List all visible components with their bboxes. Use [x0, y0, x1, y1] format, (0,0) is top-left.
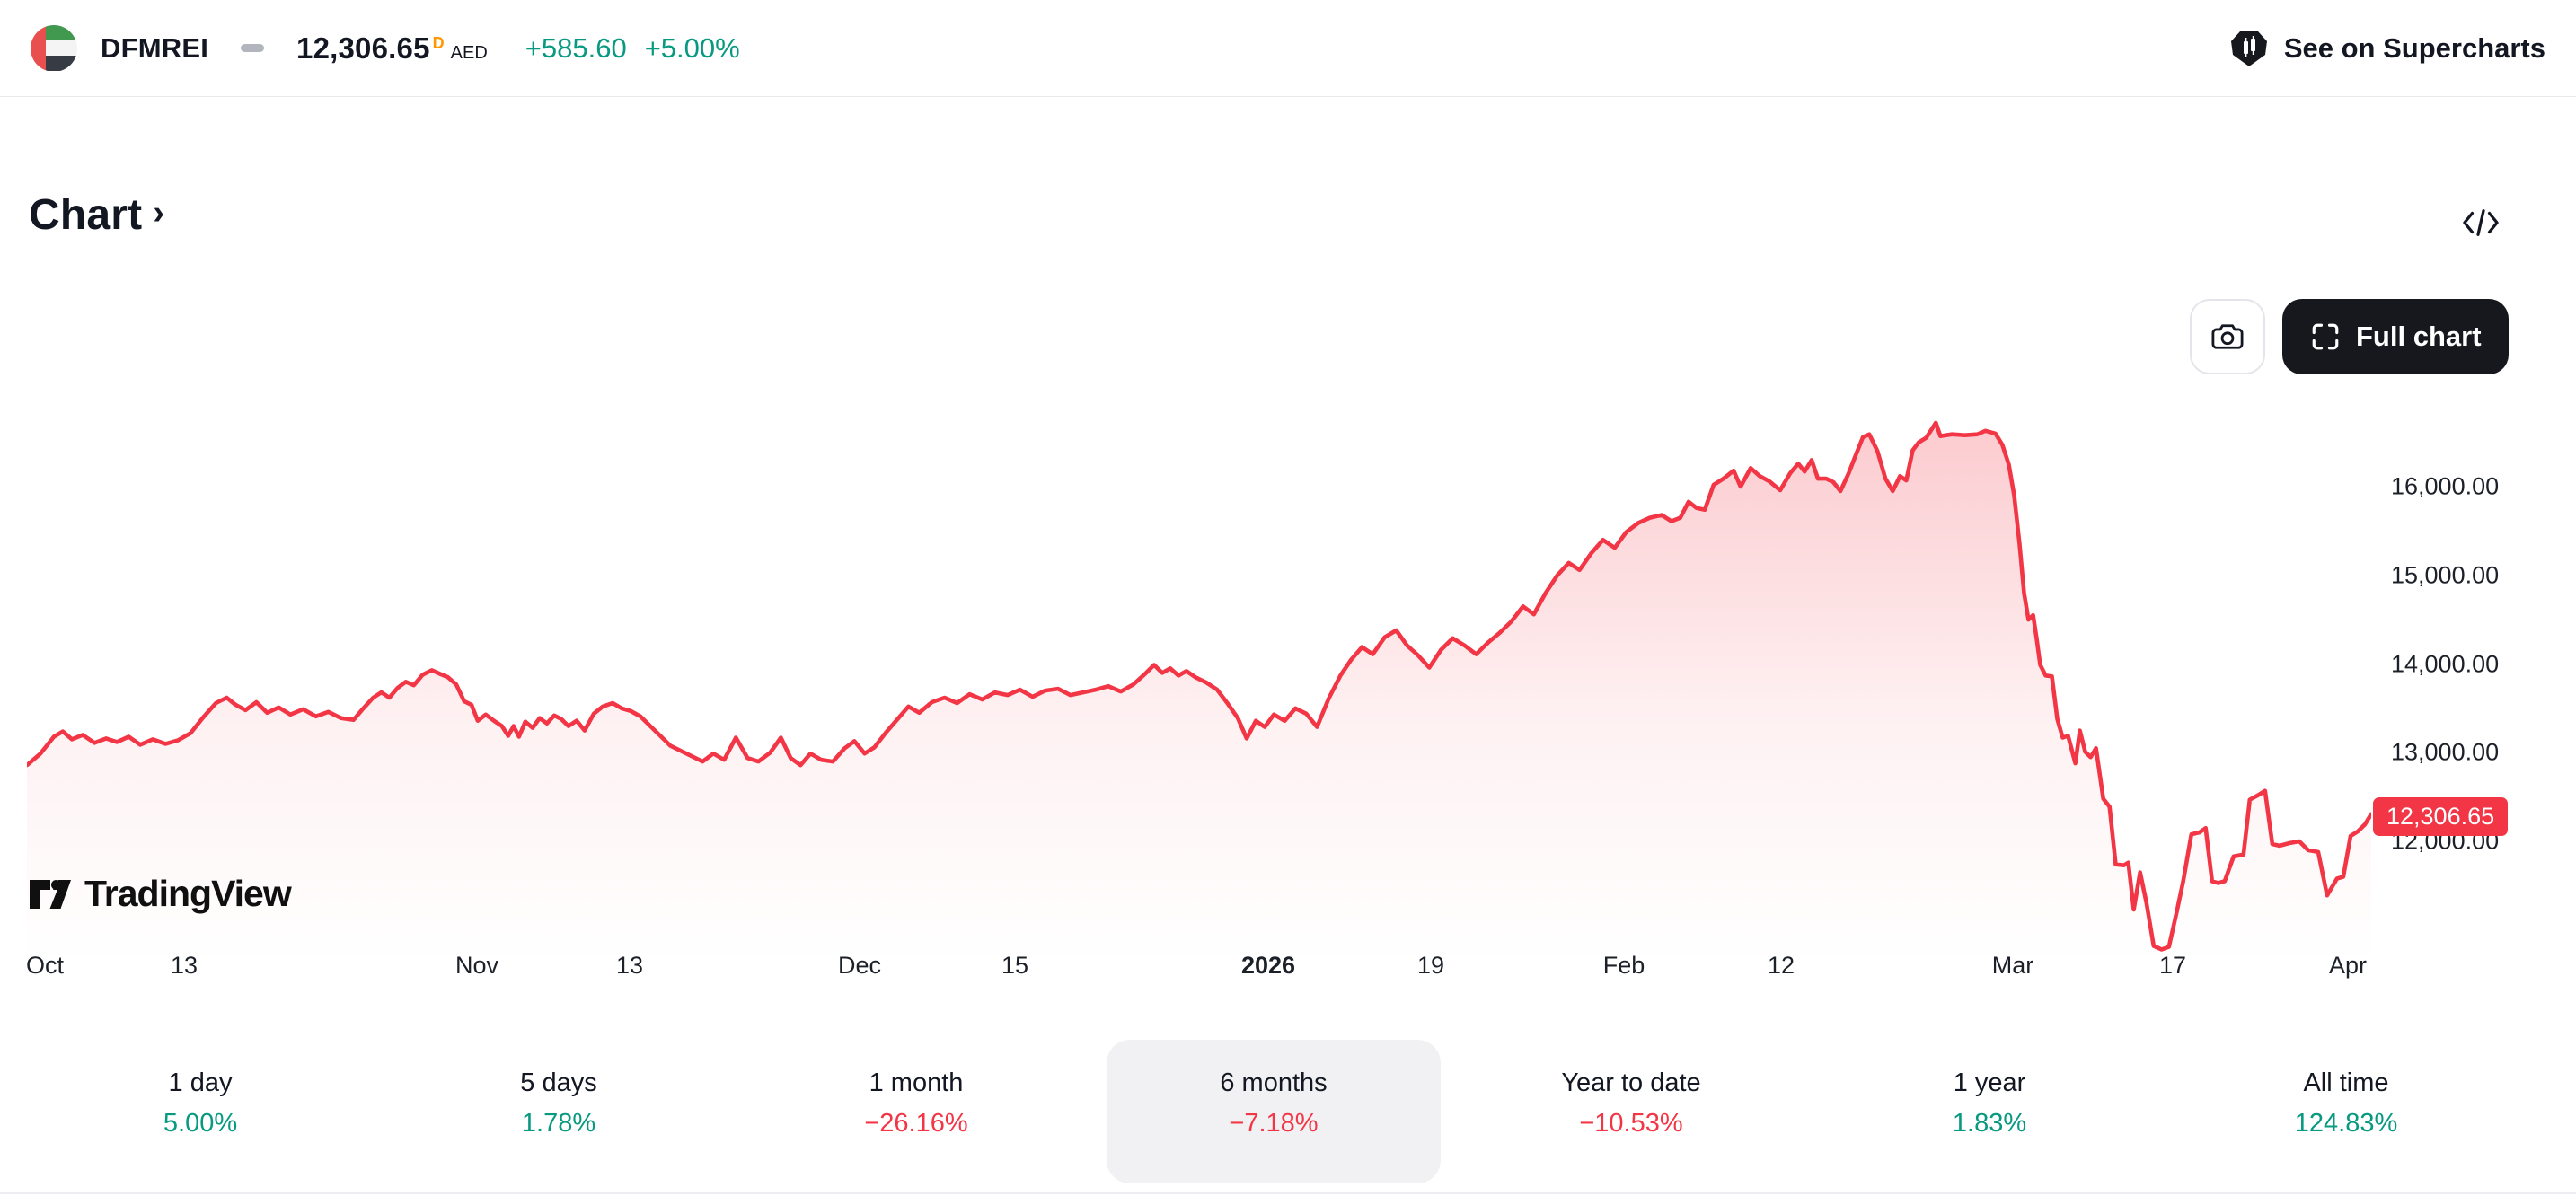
x-axis-label: Nov: [454, 952, 499, 979]
snapshot-button[interactable]: [2190, 299, 2265, 374]
see-on-supercharts-link[interactable]: See on Supercharts: [2228, 28, 2545, 69]
section-title: Chart: [29, 191, 143, 239]
x-axis-label: Feb: [1602, 952, 1645, 979]
x-axis-label: Apr: [2328, 952, 2368, 979]
period-change-value: 1.78%: [521, 1109, 596, 1138]
period-button-1-day[interactable]: 1 day 5.00%: [163, 1068, 237, 1139]
period-change-value: 1.83%: [1952, 1109, 2027, 1138]
x-axis-label: 19: [1416, 952, 1445, 979]
price-area-fill: [27, 422, 2371, 961]
full-chart-button[interactable]: Full chart: [2282, 299, 2509, 374]
price-change-absolute: +585.60: [525, 31, 627, 64]
period-button-1-year[interactable]: 1 year 1.83%: [1953, 1068, 2026, 1139]
x-axis-label: Dec: [837, 952, 882, 979]
x-axis-label: 12: [1767, 952, 1795, 979]
period-label: 5 days: [520, 1068, 597, 1097]
period-button-6-months[interactable]: 6 months −7.18%: [1220, 1068, 1327, 1139]
time-scale-axis[interactable]: Oct 13 Nov 13 Dec 15 2026 19 Feb 12 Mar 17 Apr: [25, 952, 2371, 988]
y-axis-label: 15,000.00: [2391, 561, 2500, 589]
period-change-value: −7.18%: [1229, 1109, 1319, 1138]
selected-period-highlight: [1107, 1040, 1441, 1183]
period-button-all-time[interactable]: All time 124.83%: [2295, 1068, 2398, 1139]
last-price: 12,306.65: [296, 31, 430, 65]
tradingview-wordmark: TradingView: [84, 873, 292, 914]
camera-icon: [2209, 318, 2246, 356]
x-axis-label: Oct: [25, 952, 65, 979]
period-label: 6 months: [1220, 1068, 1328, 1097]
x-axis-label: 2026: [1240, 952, 1296, 979]
y-axis-label: 13,000.00: [2391, 738, 2500, 766]
period-change-value: 5.00%: [163, 1109, 238, 1138]
period-button-year-to-date[interactable]: Year to date −10.53%: [1561, 1068, 1700, 1139]
period-label: 1 day: [168, 1068, 233, 1097]
period-button-5-days[interactable]: 5 days 1.78%: [520, 1068, 596, 1139]
x-axis-label: 17: [2158, 952, 2187, 979]
price-group: 12,306.65 D AED: [296, 31, 488, 66]
price-change-percent: +5.00%: [644, 31, 740, 64]
period-label: All time: [2303, 1068, 2389, 1097]
x-axis-label: 13: [170, 952, 198, 979]
x-axis-label: Mar: [1991, 952, 2034, 979]
period-change-value: 124.83%: [2294, 1109, 2398, 1138]
period-label: 1 year: [1953, 1068, 2026, 1097]
fullscreen-icon: [2309, 321, 2342, 353]
x-axis-label: 13: [615, 952, 644, 979]
market-status-badge: D: [432, 33, 445, 52]
last-price-axis-badge: 12,306.65: [2373, 797, 2509, 836]
symbol-header-bar: DFMREI 12,306.65 D AED +585.60 +5.00% Se…: [0, 0, 2576, 97]
price-area-chart[interactable]: [27, 386, 2371, 961]
period-label: 1 month: [869, 1068, 964, 1097]
tradingview-logo-icon: [29, 879, 72, 910]
price-line: [27, 420, 2371, 952]
period-change-value: −10.53%: [1579, 1109, 1683, 1138]
full-chart-label: Full chart: [2356, 321, 2482, 352]
bottom-divider: [0, 1192, 2576, 1194]
x-axis-label: 15: [1001, 952, 1029, 979]
tradingview-watermark[interactable]: TradingView: [29, 873, 292, 915]
chevron-right-icon: ›: [153, 194, 164, 232]
period-change-value: −26.16%: [864, 1109, 968, 1138]
chart-section-link[interactable]: Chart ›: [29, 190, 164, 240]
period-button-1-month[interactable]: 1 month −26.16%: [864, 1068, 967, 1139]
price-scale-axis[interactable]: 16,000.00 15,000.00 14,000.00 13,000.00 12,0…: [2386, 386, 2565, 979]
supercharts-logo-icon: [2228, 28, 2270, 69]
embed-code-button[interactable]: [2457, 199, 2504, 246]
y-axis-label: 16,000.00: [2391, 472, 2500, 500]
y-axis-label: 14,000.00: [2391, 650, 2500, 677]
code-icon: [2460, 205, 2501, 241]
market-closed-icon: [241, 44, 265, 52]
period-label: Year to date: [1561, 1068, 1701, 1097]
symbol-ticker: DFMREI: [101, 31, 209, 64]
supercharts-label: See on Supercharts: [2283, 31, 2545, 64]
currency-label: AED: [450, 42, 488, 63]
uae-flag-icon: [31, 24, 77, 72]
